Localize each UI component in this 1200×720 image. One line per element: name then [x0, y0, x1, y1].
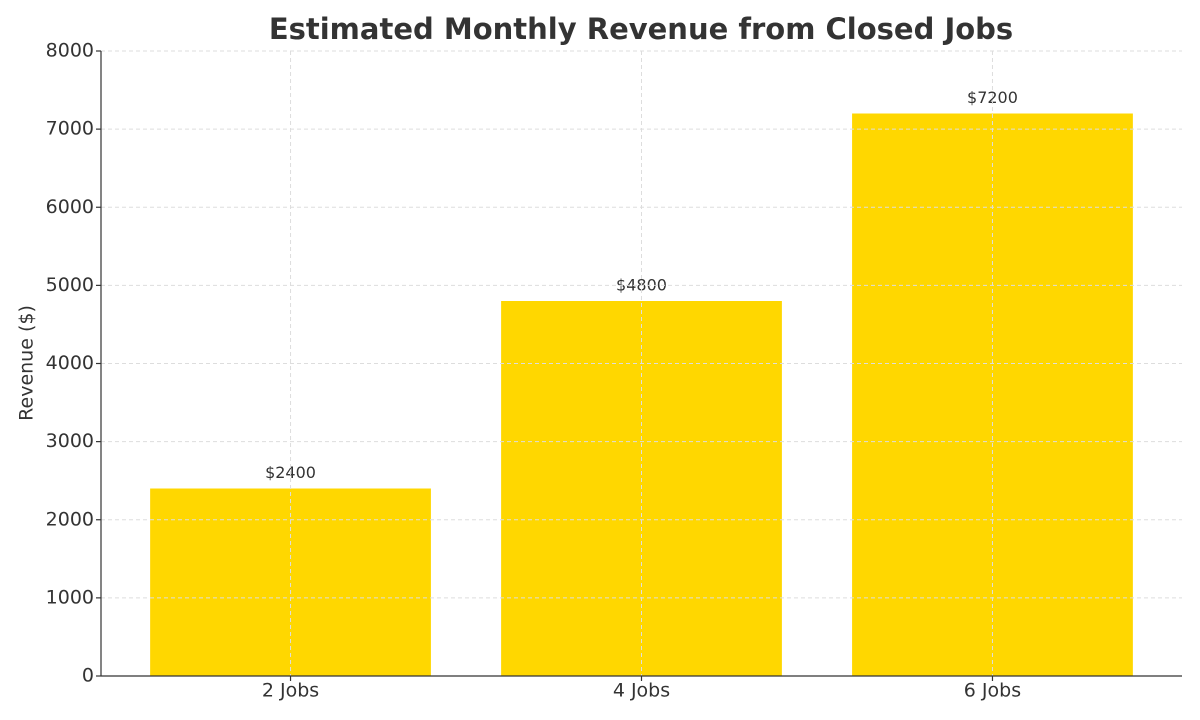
y-tick-label: 1000 — [46, 586, 94, 608]
x-tick-label: 2 Jobs — [262, 680, 319, 702]
y-tick-label: 6000 — [46, 196, 94, 218]
x-tick-label: 6 Jobs — [964, 680, 1021, 702]
y-tick-label: 7000 — [46, 118, 94, 140]
y-tick-label: 8000 — [46, 40, 94, 62]
y-axis-label: Revenue ($) — [16, 305, 38, 421]
y-tick-label: 0 — [82, 665, 94, 687]
y-tick-label: 3000 — [46, 430, 94, 452]
x-tick-label: 4 Jobs — [613, 680, 670, 702]
y-tick-label: 5000 — [46, 274, 94, 296]
y-tick-label: 2000 — [46, 508, 94, 530]
value-label: $7200 — [967, 88, 1018, 107]
chart-title: Estimated Monthly Revenue from Closed Jo… — [269, 12, 1013, 46]
y-tick-label: 4000 — [46, 352, 94, 374]
